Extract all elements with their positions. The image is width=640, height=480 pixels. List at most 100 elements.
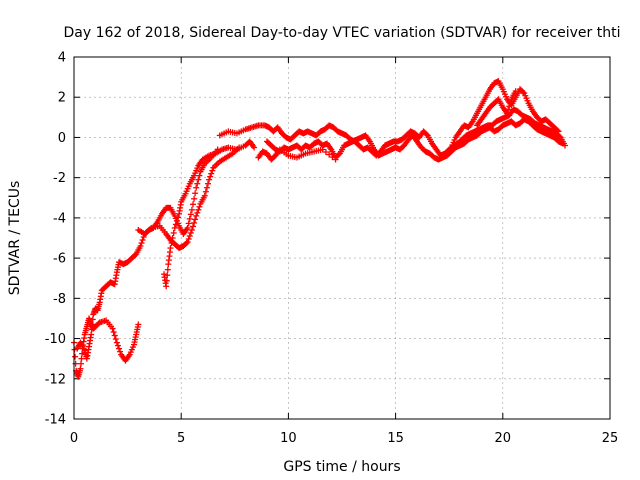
data-point [163, 283, 170, 290]
data-point [183, 240, 190, 247]
data-point [138, 240, 145, 247]
data-point [555, 128, 562, 135]
data-point [89, 321, 96, 328]
data-point [191, 195, 198, 202]
data-point [71, 346, 78, 353]
data-point [167, 245, 174, 252]
data-point [112, 336, 119, 343]
data-point [109, 325, 116, 332]
data-point [77, 360, 84, 367]
data-point [206, 176, 213, 183]
y-tick-label: -10 [45, 332, 66, 347]
x-tick-label: 20 [495, 431, 512, 446]
data-point [208, 170, 215, 177]
data-point [185, 236, 192, 243]
data-point [163, 277, 170, 284]
data-point [520, 89, 527, 96]
data-point [186, 232, 193, 239]
x-tick-label: 10 [280, 431, 297, 446]
data-point [512, 88, 519, 95]
data-point [189, 201, 196, 208]
data-point [173, 217, 180, 224]
data-point [192, 216, 199, 223]
data-point [188, 226, 195, 233]
data-point [195, 176, 202, 183]
data-point [88, 331, 95, 338]
data-point [116, 345, 123, 352]
data-point [169, 235, 176, 241]
data-point [507, 99, 514, 106]
data-series-sdtvar [71, 78, 568, 380]
data-point [554, 127, 561, 134]
data-point [196, 172, 203, 179]
data-point [193, 212, 200, 219]
data-point [335, 151, 342, 158]
data-point [188, 206, 195, 213]
y-tick-label: -12 [45, 372, 66, 387]
data-point [135, 321, 142, 328]
data-point [184, 239, 191, 246]
data-point [72, 353, 79, 360]
data-point [423, 131, 430, 138]
y-tick-label: 2 [58, 91, 66, 106]
x-axis-title: GPS time / hours [283, 459, 400, 475]
data-point [505, 106, 512, 113]
data-point [117, 348, 124, 355]
data-point [78, 355, 85, 362]
y-tick-label: 0 [58, 131, 66, 146]
data-point [187, 211, 194, 218]
data-point [88, 326, 95, 333]
data-point [319, 146, 326, 153]
data-point [322, 149, 329, 156]
data-point [556, 133, 563, 140]
data-point [111, 332, 118, 339]
y-tick-label: -8 [53, 292, 66, 307]
data-point [132, 252, 139, 259]
data-point [194, 180, 201, 187]
x-tick-label: 15 [387, 431, 404, 446]
grid-lines [74, 57, 610, 419]
data-point [171, 224, 178, 231]
axis-ticks [73, 56, 611, 420]
data-point [185, 220, 192, 227]
x-tick-label: 5 [177, 431, 185, 446]
data-point [559, 140, 566, 147]
data-point [172, 221, 179, 228]
data-point [184, 224, 191, 231]
y-tick-label: -14 [45, 413, 66, 428]
data-point [137, 243, 144, 250]
data-point [203, 184, 210, 191]
data-point [164, 266, 171, 273]
data-point [168, 240, 175, 247]
x-tick-label: 25 [602, 431, 619, 446]
data-point [192, 190, 199, 197]
y-tick-label: -2 [53, 171, 66, 186]
data-point [202, 188, 209, 195]
data-point [207, 173, 214, 180]
data-point [189, 223, 196, 230]
data-point [251, 144, 258, 151]
data-point [164, 272, 171, 279]
y-tick-label: -4 [53, 211, 66, 226]
data-point [195, 206, 202, 213]
data-point [77, 365, 84, 372]
tick-labels: 0 5 10 15 20 25 -14 -12 -10 -8 -6 -4 -2 0 2 4 [45, 51, 619, 447]
x-tick-label: 0 [70, 431, 78, 446]
data-point [193, 184, 200, 191]
chart-title: Day 162 of 2018, Sidereal Day-to-day VTE… [64, 25, 621, 41]
data-point [196, 203, 203, 210]
data-point [205, 180, 211, 187]
data-point [170, 229, 177, 236]
y-axis-title: SDTVAR / TECUs [7, 181, 23, 296]
data-point [194, 209, 201, 216]
data-point [79, 350, 86, 357]
y-tick-label: 4 [58, 51, 66, 66]
data-point [139, 237, 146, 244]
data-point [113, 339, 120, 346]
data-point [191, 219, 198, 226]
data-point [174, 214, 181, 221]
y-tick-label: -6 [53, 252, 66, 267]
data-point [504, 110, 511, 117]
data-point [506, 103, 513, 110]
data-point [329, 154, 336, 161]
